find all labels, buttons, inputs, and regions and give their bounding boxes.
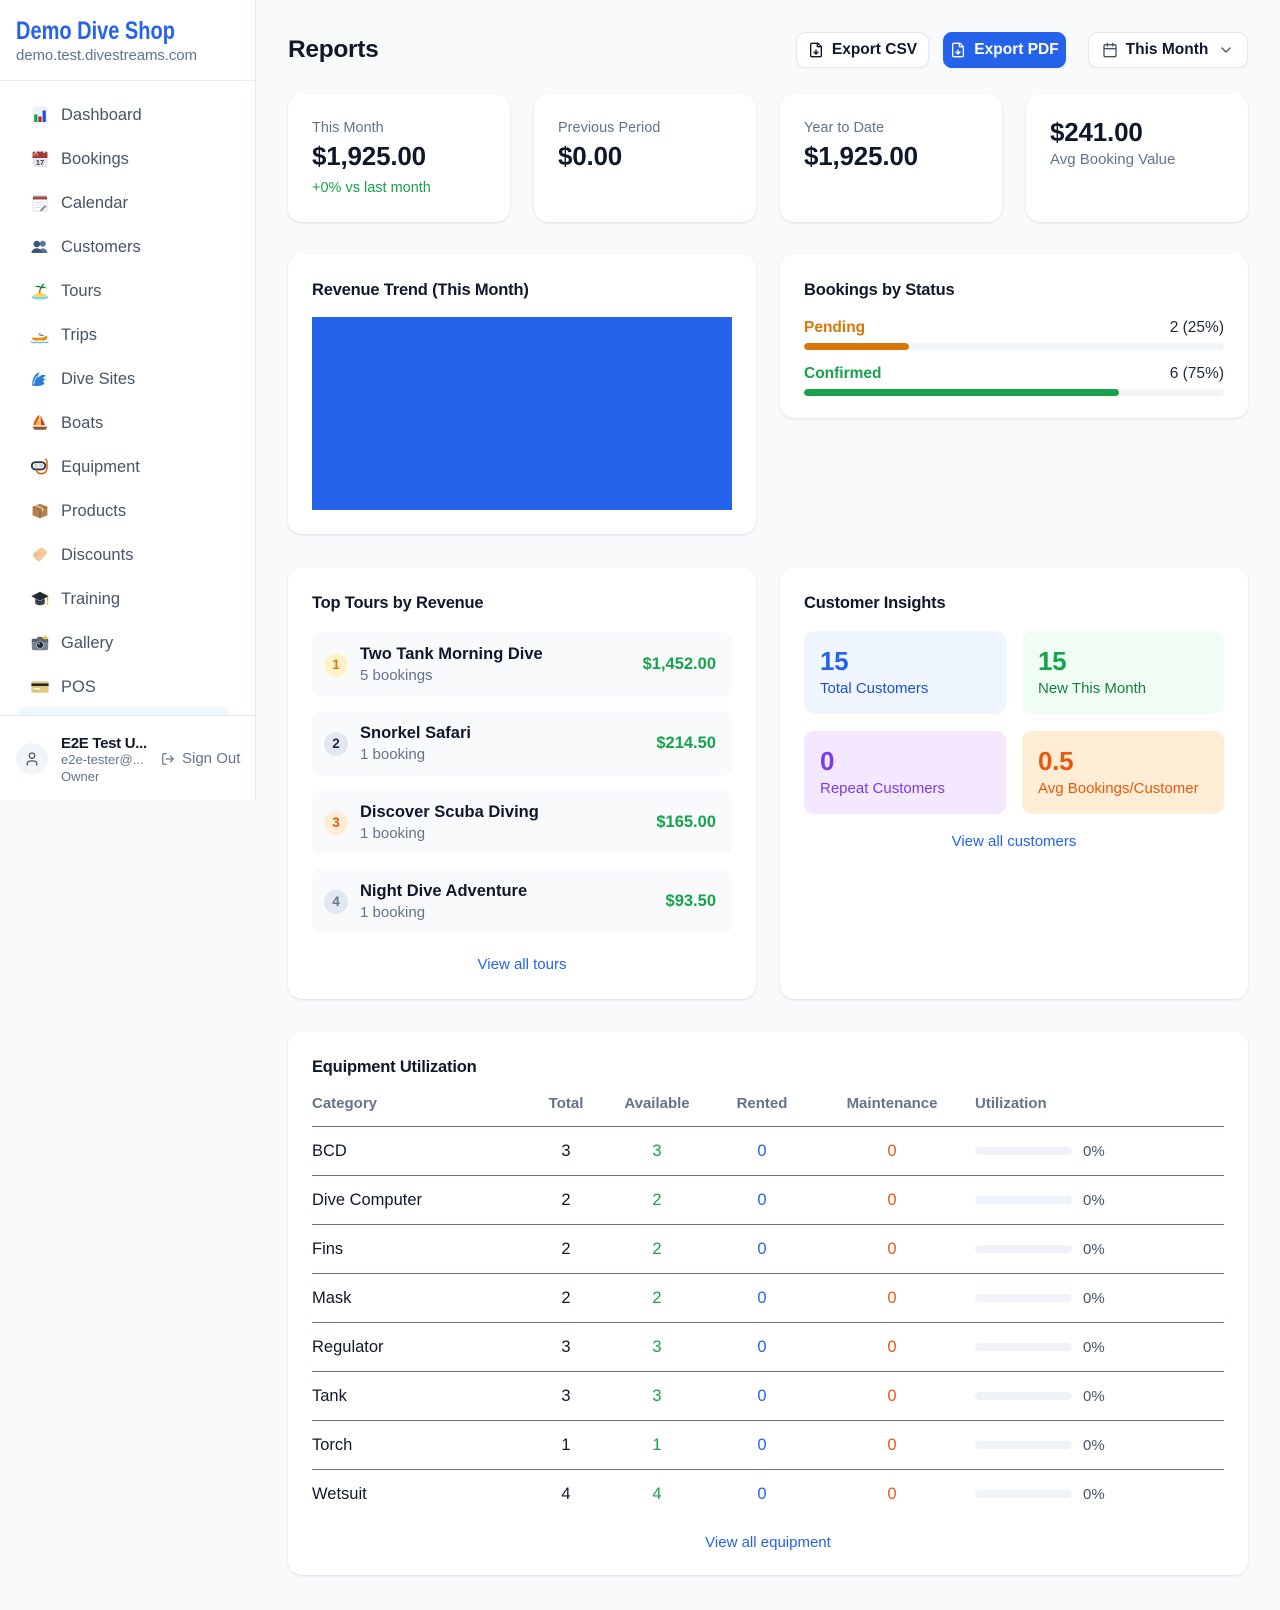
svg-text:17: 17 [36, 158, 44, 167]
svg-text:JUL: JUL [33, 152, 39, 156]
